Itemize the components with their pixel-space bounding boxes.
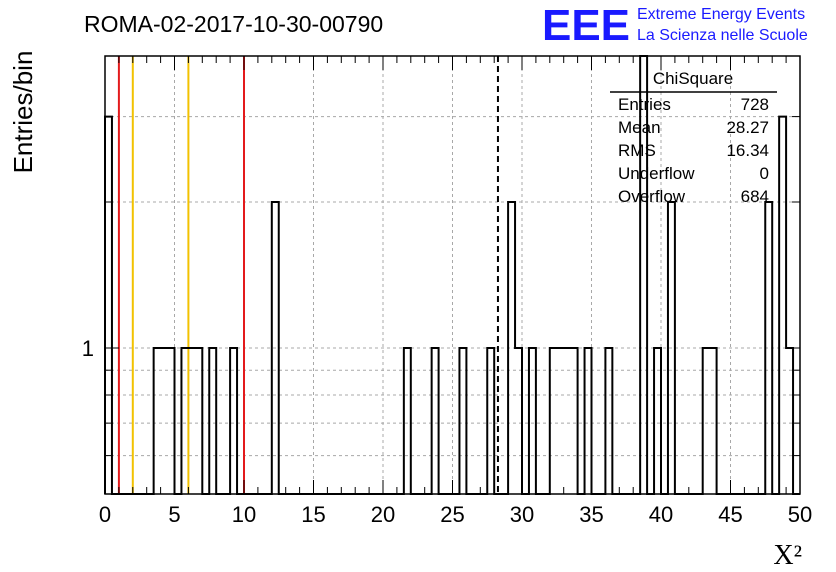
stats-value-mean: 28.27 <box>726 118 769 137</box>
x-tick-labels: 0 5 10 15 20 25 30 35 40 45 50 <box>99 502 812 527</box>
x-axis-ticks <box>104 56 801 494</box>
stats-box: ChiSquare Entries 728 Mean 28.27 RMS 16.… <box>610 69 777 206</box>
y-axis-ticks <box>105 55 800 495</box>
stats-value-overflow: 684 <box>741 187 769 206</box>
stats-value-rms: 16.34 <box>726 141 769 160</box>
x-tick-label: 20 <box>371 502 395 527</box>
chart-title: ROMA-02-2017-10-30-00790 <box>84 11 383 37</box>
x-tick-label: 35 <box>579 502 603 527</box>
x-tick-label: 0 <box>99 502 111 527</box>
stats-label-entries: Entries <box>618 95 671 114</box>
x-tick-label: 5 <box>168 502 180 527</box>
x-tick-label: 15 <box>301 502 325 527</box>
stats-label-overflow: Overflow <box>618 187 686 206</box>
stats-label-rms: RMS <box>618 141 656 160</box>
stats-label-underflow: Underflow <box>618 164 695 183</box>
y-tick-labels: 1 <box>82 336 94 361</box>
x-tick-label: 50 <box>788 502 812 527</box>
stats-value-entries: 728 <box>741 95 769 114</box>
y-tick-label: 1 <box>82 336 94 361</box>
stats-label-mean: Mean <box>618 118 661 137</box>
eee-logo-line1: Extreme Energy Events <box>637 6 805 23</box>
x-tick-label: 30 <box>510 502 534 527</box>
eee-logo-line2: La Scienza nelle Scuole <box>637 27 808 44</box>
eee-logo-mark: EEE <box>542 1 630 50</box>
x-tick-label: 10 <box>232 502 256 527</box>
x-tick-label: 25 <box>440 502 464 527</box>
eee-logo: EEE Extreme Energy Events La Scienza nel… <box>542 1 808 50</box>
reference-lines <box>117 56 499 494</box>
x-axis-label: X² <box>773 540 802 571</box>
y-axis-label: Entries/bin <box>8 51 38 174</box>
stats-box-name: ChiSquare <box>653 69 733 88</box>
stats-value-underflow: 0 <box>760 164 769 183</box>
x-tick-label: 40 <box>649 502 673 527</box>
x-tick-label: 45 <box>718 502 742 527</box>
